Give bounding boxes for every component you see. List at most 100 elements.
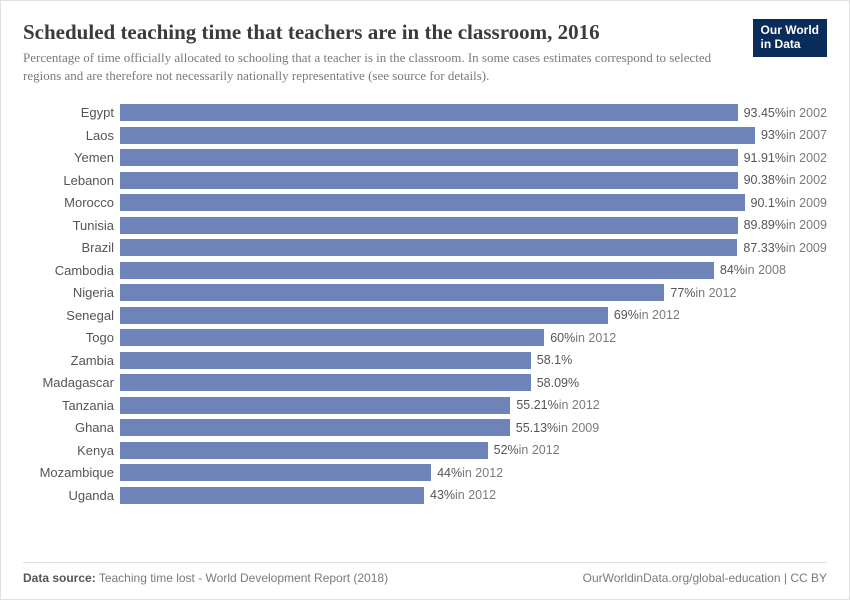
country-label: Cambodia (23, 263, 120, 278)
chart-container: Scheduled teaching time that teachers ar… (0, 0, 850, 600)
value-text: 60% (550, 331, 575, 345)
year-text: in 2009 (558, 421, 599, 435)
value-label: 84%in 2008 (714, 263, 786, 277)
bar (120, 352, 531, 369)
bar-row: Senegal 69%in 2012 (23, 304, 827, 327)
year-text: in 2002 (786, 151, 827, 165)
chart-subtitle: Percentage of time officially allocated … (23, 49, 741, 85)
bar (120, 329, 544, 346)
bar-row: Tunisia 89.89%in 2009 (23, 214, 827, 237)
value-text: 91.91% (744, 151, 786, 165)
bar (120, 397, 510, 414)
value-text: 93% (761, 128, 786, 142)
value-label: 89.89%in 2009 (738, 218, 827, 232)
bar-area: 60%in 2012 (120, 327, 827, 350)
value-label: 55.21%in 2012 (510, 398, 599, 412)
data-source-label: Data source: (23, 571, 96, 585)
year-text: in 2009 (786, 218, 827, 232)
bar (120, 104, 738, 121)
country-label: Uganda (23, 488, 120, 503)
bar-row: Zambia58.1% (23, 349, 827, 372)
year-text: in 2012 (455, 488, 496, 502)
value-label: 43%in 2012 (424, 488, 496, 502)
bar-area: 55.13%in 2009 (120, 417, 827, 440)
year-text: in 2012 (462, 466, 503, 480)
bar (120, 419, 510, 436)
value-label: 87.33%in 2009 (737, 241, 826, 255)
footer: Data source: Teaching time lost - World … (23, 562, 827, 585)
bar-row: Laos 93%in 2007 (23, 124, 827, 147)
bar-row: Ghana 55.13%in 2009 (23, 417, 827, 440)
value-label: 69%in 2012 (608, 308, 680, 322)
country-label: Nigeria (23, 285, 120, 300)
bar (120, 374, 531, 391)
value-label: 93%in 2007 (755, 128, 827, 142)
bar-row: Egypt 93.45%in 2002 (23, 102, 827, 125)
value-label: 93.45%in 2002 (738, 106, 827, 120)
header: Scheduled teaching time that teachers ar… (23, 19, 827, 86)
country-label: Lebanon (23, 173, 120, 188)
value-label: 55.13%in 2009 (510, 421, 599, 435)
bar-area: 43%in 2012 (120, 484, 827, 507)
country-label: Mozambique (23, 465, 120, 480)
bar-area: 52%in 2012 (120, 439, 827, 462)
country-label: Togo (23, 330, 120, 345)
bar (120, 442, 488, 459)
bar-row: Togo 60%in 2012 (23, 327, 827, 350)
country-label: Ghana (23, 420, 120, 435)
year-text: in 2012 (639, 308, 680, 322)
bar (120, 239, 737, 256)
bar (120, 487, 424, 504)
bar-area: 91.91%in 2002 (120, 147, 827, 170)
value-label: 58.09% (531, 376, 579, 390)
value-text: 87.33% (743, 241, 785, 255)
country-label: Madagascar (23, 375, 120, 390)
year-text: in 2008 (745, 263, 786, 277)
value-label: 60%in 2012 (544, 331, 616, 345)
year-text: in 2009 (786, 196, 827, 210)
bar-area: 93.45%in 2002 (120, 102, 827, 125)
bar-area: 90.1%in 2009 (120, 192, 827, 215)
country-label: Laos (23, 128, 120, 143)
bar-row: Cambodia 84%in 2008 (23, 259, 827, 282)
bar-row: Kenya52%in 2012 (23, 439, 827, 462)
value-text: 90.1% (751, 196, 786, 210)
bar-area: 55.21%in 2012 (120, 394, 827, 417)
bar-row: Lebanon90.38%in 2002 (23, 169, 827, 192)
bar-area: 77%in 2012 (120, 282, 827, 305)
value-text: 55.13% (516, 421, 558, 435)
bar (120, 149, 738, 166)
bar (120, 172, 738, 189)
country-label: Egypt (23, 105, 120, 120)
country-label: Senegal (23, 308, 120, 323)
data-source-text: Teaching time lost - World Development R… (99, 571, 388, 585)
bar-row: Mozambique44%in 2012 (23, 462, 827, 485)
country-label: Yemen (23, 150, 120, 165)
value-text: 69% (614, 308, 639, 322)
chart-title: Scheduled teaching time that teachers ar… (23, 19, 741, 45)
country-label: Brazil (23, 240, 120, 255)
year-text: in 2009 (786, 241, 827, 255)
value-label: 77%in 2012 (664, 286, 736, 300)
value-text: 90.38% (744, 173, 786, 187)
data-source: Data source: Teaching time lost - World … (23, 571, 388, 585)
bar-row: Morocco90.1%in 2009 (23, 192, 827, 215)
value-text: 89.89% (744, 218, 786, 232)
value-text: 55.21% (516, 398, 558, 412)
bar-area: 93%in 2007 (120, 124, 827, 147)
value-label: 90.1%in 2009 (745, 196, 827, 210)
bar-row: Tanzania55.21%in 2012 (23, 394, 827, 417)
value-text: 93.45% (744, 106, 786, 120)
bar-area: 84%in 2008 (120, 259, 827, 282)
value-label: 58.1% (531, 353, 572, 367)
bar-area: 44%in 2012 (120, 462, 827, 485)
bar-area: 89.89%in 2009 (120, 214, 827, 237)
country-label: Tunisia (23, 218, 120, 233)
bar-row: Madagascar 58.09% (23, 372, 827, 395)
bar-row: Uganda 43%in 2012 (23, 484, 827, 507)
year-text: in 2012 (695, 286, 736, 300)
bar (120, 217, 738, 234)
bar (120, 262, 714, 279)
value-text: 52% (494, 443, 519, 457)
bar-area: 69%in 2012 (120, 304, 827, 327)
